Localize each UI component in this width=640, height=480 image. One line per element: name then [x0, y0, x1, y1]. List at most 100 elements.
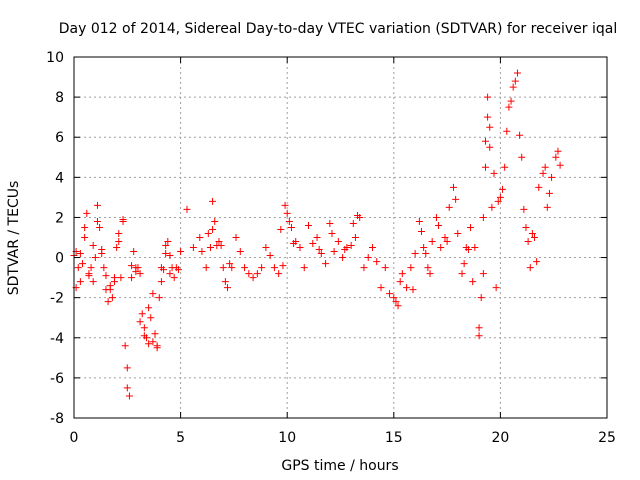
- data-point: [157, 264, 165, 272]
- data-point: [209, 197, 217, 205]
- y-tick-label: -2: [50, 291, 64, 307]
- data-point: [108, 294, 116, 302]
- data-point: [102, 272, 110, 280]
- data-point: [492, 284, 500, 292]
- plot-frame: [73, 56, 608, 419]
- data-point: [296, 244, 304, 252]
- y-tick-label: 2: [55, 210, 64, 226]
- data-point: [130, 248, 138, 256]
- data-point: [437, 244, 445, 252]
- data-point: [245, 270, 253, 278]
- data-point: [368, 244, 376, 252]
- data-point: [524, 238, 532, 246]
- data-point: [552, 153, 560, 161]
- data-point: [74, 264, 82, 272]
- data-point: [258, 264, 266, 272]
- data-point: [121, 342, 129, 350]
- y-tick-label: 6: [55, 130, 64, 146]
- data-point: [548, 173, 556, 181]
- data-point: [157, 278, 165, 286]
- data-point: [411, 250, 419, 258]
- data-point: [481, 163, 489, 171]
- data-point: [153, 344, 161, 352]
- y-tick-label: 10: [46, 50, 64, 66]
- data-point: [426, 270, 434, 278]
- data-point: [418, 227, 426, 235]
- data-point: [554, 147, 562, 155]
- data-point: [351, 234, 359, 241]
- data-point: [516, 131, 524, 139]
- data-point: [125, 392, 133, 400]
- data-point: [460, 260, 468, 268]
- data-point: [162, 242, 170, 250]
- data-point: [217, 242, 225, 250]
- data-point: [469, 278, 477, 286]
- data-point: [104, 298, 112, 306]
- data-point: [277, 225, 285, 233]
- data-point: [300, 264, 308, 272]
- y-axis-title: SDTVAR / TECUs: [6, 181, 22, 296]
- data-point: [364, 254, 372, 262]
- data-point: [486, 143, 494, 151]
- data-point: [349, 219, 357, 227]
- data-point: [520, 205, 528, 213]
- data-point: [241, 264, 249, 272]
- data-point: [253, 270, 261, 278]
- data-point: [174, 266, 182, 274]
- data-point: [76, 278, 84, 286]
- data-point: [209, 225, 217, 233]
- axis-ticks: [73, 56, 608, 419]
- data-point: [113, 244, 121, 252]
- data-point: [166, 270, 174, 278]
- chart-title: Day 012 of 2014, Sidereal Day-to-day VTE…: [59, 21, 617, 37]
- data-point: [334, 238, 342, 246]
- data-point: [503, 127, 511, 135]
- data-point: [422, 250, 430, 258]
- data-point: [81, 234, 89, 241]
- data-point: [128, 274, 136, 282]
- data-point: [479, 270, 487, 278]
- data-point: [341, 246, 349, 254]
- data-point: [409, 286, 417, 294]
- data-point: [486, 123, 494, 131]
- data-point: [528, 229, 536, 237]
- data-point: [305, 221, 313, 229]
- data-point: [543, 203, 551, 211]
- data-point: [458, 270, 466, 278]
- data-point: [285, 217, 293, 225]
- data-point: [407, 264, 415, 272]
- data-point: [415, 217, 423, 225]
- data-point: [93, 201, 101, 209]
- data-point: [360, 264, 368, 272]
- data-point: [221, 278, 229, 286]
- data-point: [526, 264, 534, 272]
- data-point: [326, 219, 334, 227]
- data-point: [511, 77, 519, 85]
- data-point: [287, 223, 295, 231]
- data-point: [475, 324, 483, 332]
- data-point: [106, 286, 114, 294]
- data-point: [204, 229, 212, 237]
- data-point: [339, 254, 347, 262]
- y-tick-label: -8: [50, 411, 64, 427]
- data-point: [132, 268, 140, 276]
- data-point: [164, 238, 172, 246]
- data-point: [290, 240, 298, 248]
- x-tick-label: 25: [598, 430, 616, 446]
- data-point: [138, 310, 146, 318]
- data-point: [115, 229, 123, 237]
- data-point: [149, 290, 157, 298]
- data-point: [166, 252, 174, 260]
- x-tick-labels: 0 5 10 15 20 25: [70, 430, 616, 446]
- data-point: [518, 153, 526, 161]
- data-point: [76, 250, 84, 258]
- data-point: [535, 183, 543, 191]
- data-point: [140, 324, 148, 332]
- data-point: [145, 340, 153, 348]
- data-point: [475, 332, 483, 340]
- data-point: [449, 183, 457, 191]
- data-point: [441, 234, 449, 241]
- data-point: [505, 103, 513, 111]
